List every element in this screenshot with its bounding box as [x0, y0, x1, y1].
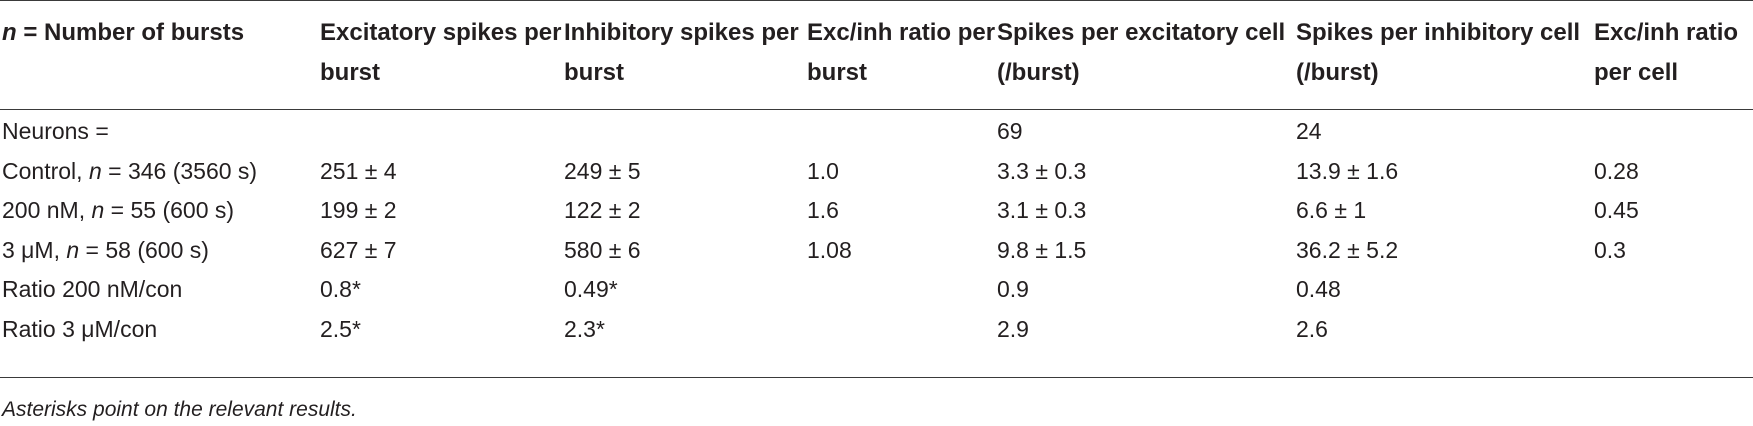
- table-cell: 3.1 ± 0.3: [997, 197, 1087, 224]
- row-label-text: 3 μM,: [2, 236, 67, 263]
- table-top-rule: [0, 0, 1753, 1]
- row-label: Ratio 3 μM/con: [2, 315, 158, 342]
- row-label: Ratio 200 nM/con: [2, 276, 183, 303]
- table-cell: 0.48: [1296, 276, 1341, 303]
- table-cell: 1.0: [807, 157, 839, 184]
- header-row: n = Number of bursts Excitatory spikes p…: [2, 0, 1753, 96]
- table-cell: 36.2 ± 5.2: [1296, 236, 1399, 263]
- row-label-count: = 346 (3560 s): [101, 157, 258, 184]
- table-cell: 3.3 ± 0.3: [997, 157, 1087, 184]
- header-bursts: n = Number of bursts: [2, 0, 320, 96]
- row-label: Neurons =: [2, 118, 109, 145]
- header-spikes-per-inh-cell: Spikes per inhibitory cell (/burst): [1296, 19, 1581, 86]
- table-bottom-rule: [0, 377, 1753, 378]
- table-cell: 199 ± 2: [320, 197, 397, 224]
- table-cell: 580 ± 6: [564, 236, 641, 263]
- table-cell: 1.6: [807, 197, 839, 224]
- header-n-symbol: n: [2, 19, 17, 46]
- row-label-text: Control,: [2, 157, 89, 184]
- table-cell: [1594, 270, 1753, 310]
- table-cell: 0.28: [1594, 157, 1639, 184]
- table-cell: [807, 270, 997, 310]
- row-label: 200 nM, n = 55 (600 s): [2, 191, 320, 231]
- table-cell: [1594, 310, 1753, 350]
- table-cell: 9.8 ± 1.5: [997, 236, 1087, 263]
- spacer-row: [2, 96, 1753, 112]
- table-row: Control, n = 346 (3560 s) 251 ± 4 249 ± …: [2, 152, 1753, 192]
- row-label-n: n: [66, 236, 80, 263]
- table-cell: 0.49*: [564, 276, 618, 303]
- table-row: 3 μM, n = 58 (600 s) 627 ± 7 580 ± 6 1.0…: [2, 231, 1753, 271]
- table-row: 200 nM, n = 55 (600 s) 199 ± 2 122 ± 2 1…: [2, 191, 1753, 231]
- header-excitatory-spikes: Excitatory spikes per burst: [320, 19, 562, 86]
- data-table: n = Number of bursts Excitatory spikes p…: [2, 0, 1753, 349]
- table-cell: 2.3*: [564, 315, 605, 342]
- header-exc-inh-cell: Exc/inh ratio per cell: [1594, 19, 1739, 86]
- table-cell: 2.5*: [320, 315, 361, 342]
- row-label-n: n: [91, 197, 105, 224]
- table-cell: 249 ± 5: [564, 157, 641, 184]
- table-cell: [564, 112, 807, 152]
- header-exc-inh-burst: Exc/inh ratio per burst: [807, 19, 996, 86]
- table-footnote: Asterisks point on the relevant results.: [2, 398, 357, 421]
- row-label-count: = 58 (600 s): [79, 236, 209, 263]
- table-row: Ratio 200 nM/con 0.8* 0.49* 0.9 0.48: [2, 270, 1753, 310]
- table-cell: 24: [1296, 118, 1322, 145]
- table-cell: 0.3: [1594, 236, 1626, 263]
- table-cell: 122 ± 2: [564, 197, 641, 224]
- row-label: 3 μM, n = 58 (600 s): [2, 231, 320, 271]
- header-bursts-label: = Number of bursts: [16, 19, 245, 46]
- table-cell: 2.9: [997, 315, 1029, 342]
- table-row: Neurons = 69 24: [2, 112, 1753, 152]
- table-cell: 0.9: [997, 276, 1029, 303]
- table-cell: 627 ± 7: [320, 236, 397, 263]
- table-cell: [1594, 112, 1753, 152]
- header-inhibitory-spikes: Inhibitory spikes per burst: [564, 19, 799, 86]
- table-cell: 6.6 ± 1: [1296, 197, 1367, 224]
- table-cell: [807, 112, 997, 152]
- table-cell: 251 ± 4: [320, 157, 397, 184]
- table-cell: 69: [997, 118, 1023, 145]
- table-header-rule: [0, 109, 1753, 110]
- table-cell: [320, 112, 564, 152]
- table-row: Ratio 3 μM/con 2.5* 2.3* 2.9 2.6: [2, 310, 1753, 350]
- row-label-count: = 55 (600 s): [104, 197, 235, 224]
- header-spikes-per-exc-cell: Spikes per excitatory cell (/burst): [997, 19, 1286, 86]
- table-cell: [807, 310, 997, 350]
- row-label: Control, n = 346 (3560 s): [2, 152, 320, 192]
- row-label-n: n: [88, 157, 102, 184]
- table-cell: 2.6: [1296, 315, 1328, 342]
- table-cell: 13.9 ± 1.6: [1296, 157, 1399, 184]
- table-cell: 0.45: [1594, 197, 1639, 224]
- row-label-text: 200 nM,: [2, 197, 92, 224]
- table-cell: 1.08: [807, 236, 852, 263]
- table-cell: 0.8*: [320, 276, 361, 303]
